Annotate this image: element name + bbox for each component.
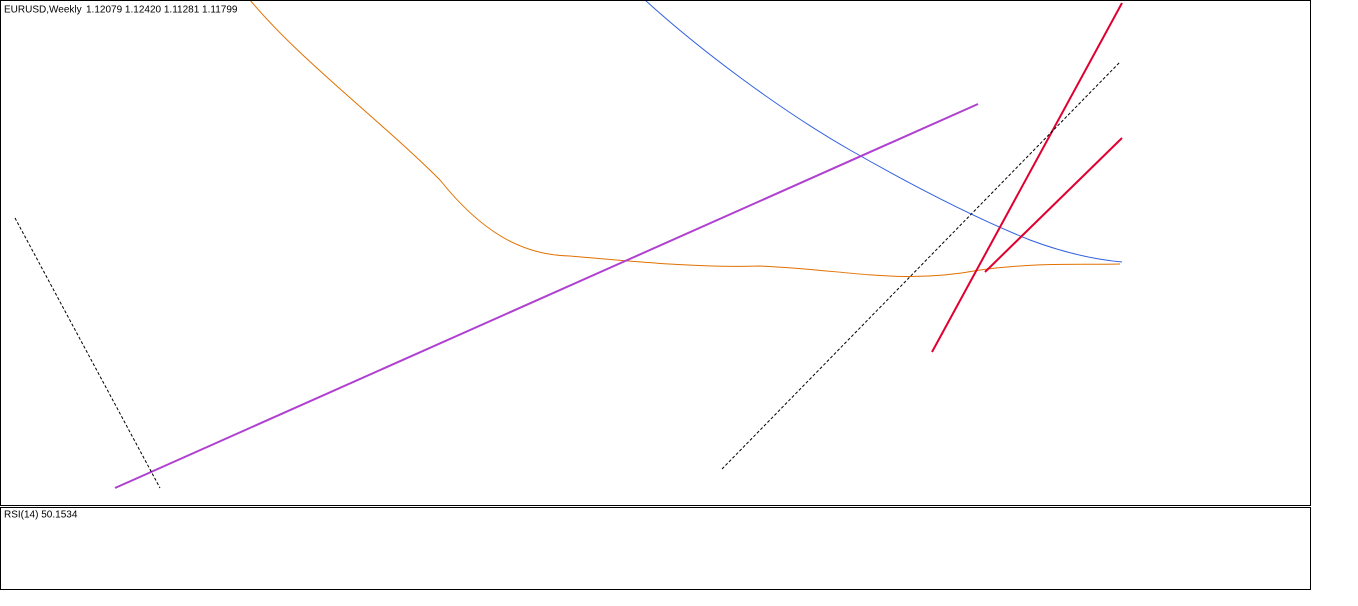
rsi-panel-frame (0, 507, 1311, 590)
moving-average (644, 0, 1123, 263)
channel-line (984, 137, 1123, 273)
axes (0, 0, 1311, 590)
main-panel-frame (0, 0, 1311, 506)
trend-line (114, 103, 979, 489)
drawings (14, 0, 1123, 489)
rsi-title: RSI(14) 50.1534 (4, 510, 78, 521)
chart-title: EURUSD,Weekly (4, 5, 82, 16)
moving-average (249, 0, 1121, 278)
channel-line (931, 2, 1123, 353)
quote: 1.12079 1.12420 1.11281 1.11799 (86, 5, 238, 16)
fib-base-line (14, 217, 161, 489)
